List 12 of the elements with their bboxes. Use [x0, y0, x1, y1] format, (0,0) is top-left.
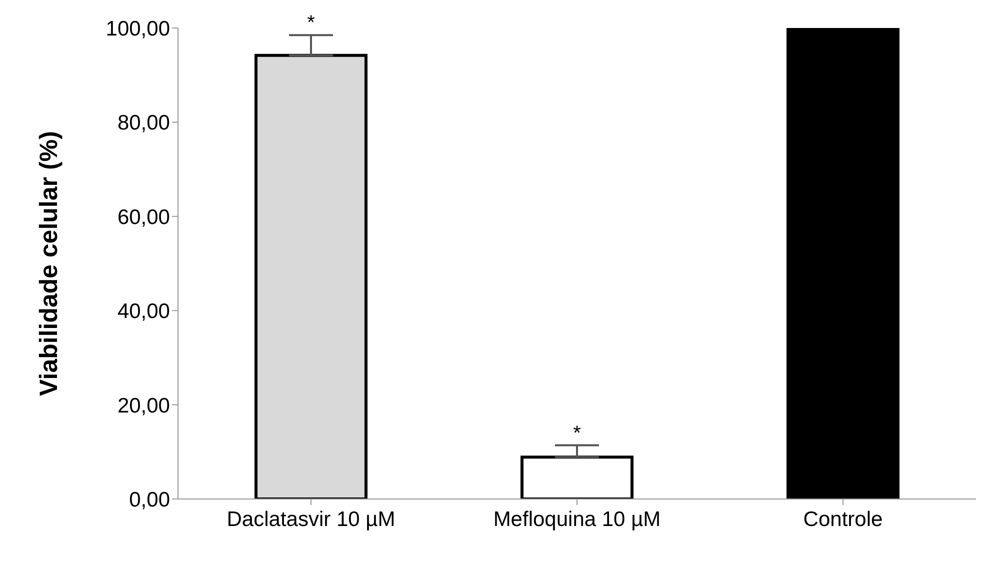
y-tick-label: 80,00	[117, 112, 170, 135]
x-tick-label: Daclatasvir 10 µM	[226, 508, 396, 531]
y-axis-title: Viabilidade celular (%)	[34, 131, 63, 396]
y-tick-label: 100,00	[106, 17, 170, 40]
y-tick-label: 60,00	[117, 206, 170, 229]
annotation: *	[307, 12, 316, 34]
y-tick-label: 40,00	[117, 300, 170, 324]
y-tick-label: 20,00	[117, 394, 170, 418]
x-tick-label: Controle	[803, 508, 883, 531]
x-tick-label: Mefloquina 10 µM	[493, 508, 661, 531]
annotation: *	[573, 422, 582, 444]
y-tick-label: 0,00	[129, 488, 170, 512]
